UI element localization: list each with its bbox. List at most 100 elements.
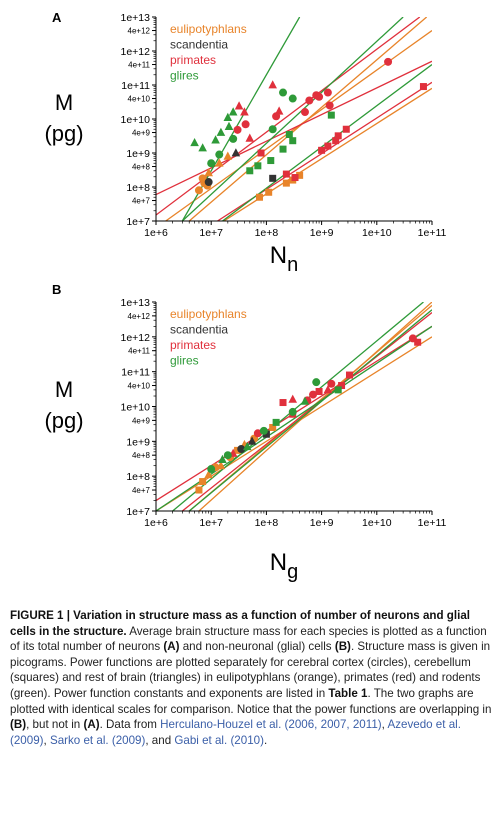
point-glires-circle <box>312 378 321 387</box>
point-glires-circle <box>279 88 288 97</box>
point-primates-triangle <box>245 133 255 142</box>
panel-a: A1e+6 1e+7 1e+8 1e+9 1e+10 1e+111e+74e+71e+84… <box>44 10 446 276</box>
point-glires-square <box>289 137 297 145</box>
point-scandentia-circle <box>237 445 246 454</box>
y-tick-label: 4e+11 <box>128 61 150 70</box>
point-glires-triangle <box>300 396 310 405</box>
point-eulipotyphlans-square <box>296 171 304 179</box>
point-eulipotyphlans-triangle <box>204 168 213 177</box>
data-points <box>195 334 422 494</box>
point-glires-triangle <box>242 441 252 451</box>
point-primates-square <box>334 132 342 140</box>
x-axis-label-main: N <box>270 242 287 269</box>
caption-text-run: . <box>263 733 268 747</box>
point-glires-square <box>334 386 342 394</box>
point-glires-triangle <box>228 107 238 116</box>
x-tick-label: 1e+9 <box>310 227 334 239</box>
caption-text-run: . Structure mass is given in picograms. … <box>10 640 491 700</box>
point-primates-triangle <box>268 80 277 89</box>
caption-text-run: , <box>43 733 50 747</box>
point-glires-circle <box>229 134 238 143</box>
x-axis-label-subscript: n <box>287 254 298 276</box>
panel-label: A <box>52 10 62 25</box>
panel-b: B1e+6 1e+7 1e+8 1e+9 1e+10 1e+111e+74e+71e+84… <box>44 282 446 583</box>
y-tick-label: 1e+7 <box>126 216 150 228</box>
fit-line-eulipotyphlans <box>188 17 428 221</box>
point-eulipotyphlans-circle <box>198 174 207 183</box>
point-eulipotyphlans-circle <box>194 186 203 195</box>
point-glires-square <box>327 111 335 119</box>
y-tick-label: 1e+9 <box>126 148 150 160</box>
point-primates-triangle <box>240 107 249 116</box>
point-primates-circle <box>300 108 309 117</box>
y-axis-label: M <box>55 377 73 402</box>
point-glires-circle <box>207 465 216 474</box>
point-primates-circle <box>315 92 324 101</box>
point-primates-square <box>279 399 287 407</box>
legend-entry: primates <box>170 53 216 67</box>
caption-text-run: (A) <box>83 718 100 732</box>
caption-text-run: , <box>381 718 388 732</box>
caption-reference-link[interactable]: Gabi et al. (2010) <box>174 733 264 747</box>
point-eulipotyphlans-triangle <box>204 469 213 479</box>
point-glires-circle <box>288 407 297 416</box>
point-glires-circle <box>288 94 297 103</box>
point-glires-triangle <box>198 143 207 152</box>
y-tick-label: 1e+11 <box>121 367 150 379</box>
legend-entry: primates <box>170 338 216 352</box>
legend-entry: scandentia <box>170 323 228 337</box>
figure-canvas: A1e+6 1e+7 1e+8 1e+9 1e+10 1e+111e+74e+71e+84… <box>44 10 446 583</box>
point-primates-square <box>324 142 332 150</box>
point-scandentia-triangle <box>231 148 241 157</box>
y-axis-label: M <box>55 90 73 115</box>
y-tick-label: 4e+11 <box>128 347 150 356</box>
y-tick-label: 4e+8 <box>132 163 151 172</box>
caption-text-run: . Data from <box>99 718 161 732</box>
legend-entry: glires <box>170 354 199 368</box>
legend-entry: eulipotyphlans <box>170 307 247 321</box>
x-tick-label: 1e+6 <box>144 227 168 239</box>
y-tick-label: 4e+9 <box>132 129 151 138</box>
data-points <box>190 57 427 201</box>
caption-text-run: (B) <box>334 640 351 654</box>
fit-line-glires <box>172 302 424 511</box>
caption-text-run: (B) <box>10 718 27 732</box>
caption-reference-link[interactable]: Azevedo et al. (2009) <box>10 718 461 747</box>
fit-line-primates <box>156 60 432 196</box>
caption-text-run: . The two graphs are plotted with identi… <box>10 686 492 716</box>
panel-label: B <box>52 282 61 297</box>
caption-text-run: Table 1 <box>328 686 368 700</box>
point-glires-triangle <box>223 112 233 121</box>
y-tick-label: 1e+10 <box>121 402 151 414</box>
point-eulipotyphlans-square <box>256 193 264 201</box>
point-primates-square <box>282 170 290 178</box>
point-glires-square <box>254 162 262 170</box>
caption-reference-link[interactable]: Sarko et al. (2009) <box>49 733 146 747</box>
point-glires-square <box>267 157 275 165</box>
point-glires-triangle <box>190 137 199 147</box>
point-primates-circle <box>305 96 314 105</box>
point-eulipotyphlans-triangle <box>214 158 224 167</box>
point-primates-circle <box>384 57 393 66</box>
caption-heading: FIGURE 1 | Variation in structure mass a… <box>10 609 470 638</box>
x-tick-label: 1e+7 <box>199 227 223 239</box>
caption-reference-link[interactable]: Herculano-Houzel et al. (2006, 2007, 201… <box>160 718 382 732</box>
point-primates-circle <box>241 120 250 129</box>
fit-line-primates <box>181 311 432 511</box>
y-tick-label: 1e+13 <box>121 297 151 309</box>
legend-entry: scandentia <box>170 38 228 52</box>
y-tick-label: 4e+9 <box>132 416 151 425</box>
point-scandentia-square <box>262 430 270 438</box>
point-primates-triangle <box>288 394 298 403</box>
point-eulipotyphlans-square <box>265 188 273 196</box>
x-tick-label: 1e+10 <box>362 227 392 239</box>
point-primates-circle <box>309 390 318 399</box>
x-axis-label: Ng <box>270 549 298 583</box>
point-glires-circle <box>223 451 232 460</box>
point-glires-triangle <box>216 127 226 136</box>
x-tick-label: 1e+11 <box>418 227 447 239</box>
point-glires-square <box>285 131 293 139</box>
point-eulipotyphlans-square <box>195 486 203 494</box>
point-primates-square <box>318 146 326 154</box>
point-glires-triangle <box>218 454 227 463</box>
